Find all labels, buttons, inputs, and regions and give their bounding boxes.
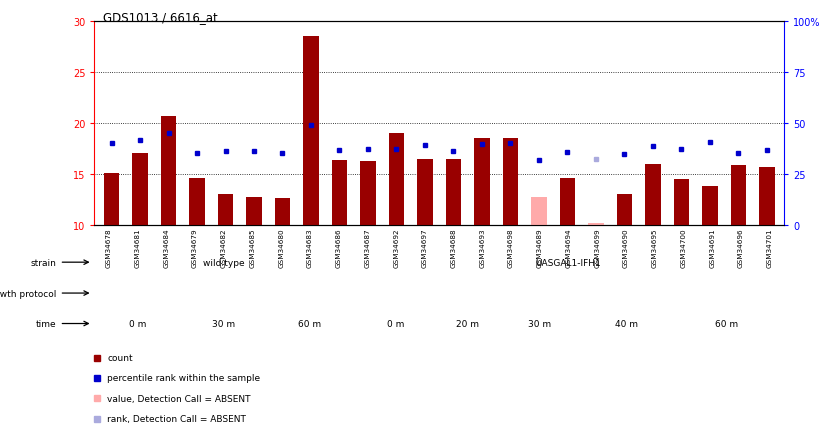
Bar [759,168,775,226]
Text: GSM34683: GSM34683 [307,228,313,267]
Text: GSM34698: GSM34698 [508,228,514,267]
Bar [731,165,746,226]
Text: strain: strain [30,258,57,267]
Bar [446,159,461,226]
Bar [702,187,718,226]
Text: GSM34678: GSM34678 [106,228,112,267]
Text: time: time [36,319,57,328]
Text: 30 m: 30 m [528,319,552,328]
Text: galactose: galactose [245,289,289,298]
Text: UASGAL1-IFH1: UASGAL1-IFH1 [535,258,602,267]
Bar [388,134,404,226]
Text: GSM34691: GSM34691 [709,228,715,267]
Text: GSM34680: GSM34680 [278,228,284,267]
Text: control: control [122,289,154,298]
Bar [332,161,347,226]
Text: rank, Detection Call = ABSENT: rank, Detection Call = ABSENT [107,414,246,423]
Text: 60 m: 60 m [298,319,322,328]
Text: GSM34686: GSM34686 [336,228,342,267]
Text: GSM34700: GSM34700 [681,228,686,267]
Bar [588,224,603,226]
Text: GSM34697: GSM34697 [422,228,428,267]
Text: GSM34693: GSM34693 [479,228,485,267]
Text: GSM34689: GSM34689 [537,228,543,267]
Text: GSM34692: GSM34692 [393,228,399,267]
Text: 0 m: 0 m [388,319,405,328]
Text: GSM34687: GSM34687 [365,228,370,267]
Bar [560,179,576,226]
Text: GSM34684: GSM34684 [163,228,169,267]
Text: galactose: galactose [589,289,634,298]
Bar [303,37,319,226]
Bar [103,174,119,226]
Text: 30 m: 30 m [212,319,236,328]
Text: 20 m: 20 m [456,319,479,328]
Bar [475,139,490,226]
Bar [617,194,632,226]
Text: GSM34696: GSM34696 [738,228,744,267]
Text: GSM34688: GSM34688 [451,228,456,267]
Text: growth protocol: growth protocol [0,289,57,298]
Bar [189,179,205,226]
Bar [502,139,518,226]
Text: 0 m: 0 m [129,319,146,328]
Text: value, Detection Call = ABSENT: value, Detection Call = ABSENT [107,394,250,403]
Text: 40 m: 40 m [614,319,638,328]
Bar [531,197,547,226]
Text: GSM34699: GSM34699 [594,228,600,267]
Text: control: control [380,289,412,298]
Text: GSM34690: GSM34690 [623,228,629,267]
Text: GSM34682: GSM34682 [221,228,227,267]
Text: percentile rank within the sample: percentile rank within the sample [107,374,260,383]
Bar [218,194,233,226]
Text: GDS1013 / 6616_at: GDS1013 / 6616_at [103,11,218,24]
Text: GSM34701: GSM34701 [767,228,773,267]
Bar [673,180,690,226]
Bar [360,161,376,226]
Bar [417,159,433,226]
Text: GSM34681: GSM34681 [135,228,140,267]
Bar [132,153,148,226]
Bar [246,197,262,226]
Text: wild type: wild type [203,258,245,267]
Text: GSM34695: GSM34695 [652,228,658,267]
Text: GSM34679: GSM34679 [192,228,198,267]
Bar [161,117,177,226]
Bar [645,164,661,226]
Text: GSM34694: GSM34694 [566,228,571,267]
Text: GSM34685: GSM34685 [250,228,255,267]
Text: 60 m: 60 m [715,319,738,328]
Text: count: count [107,353,133,362]
Bar [275,198,291,226]
